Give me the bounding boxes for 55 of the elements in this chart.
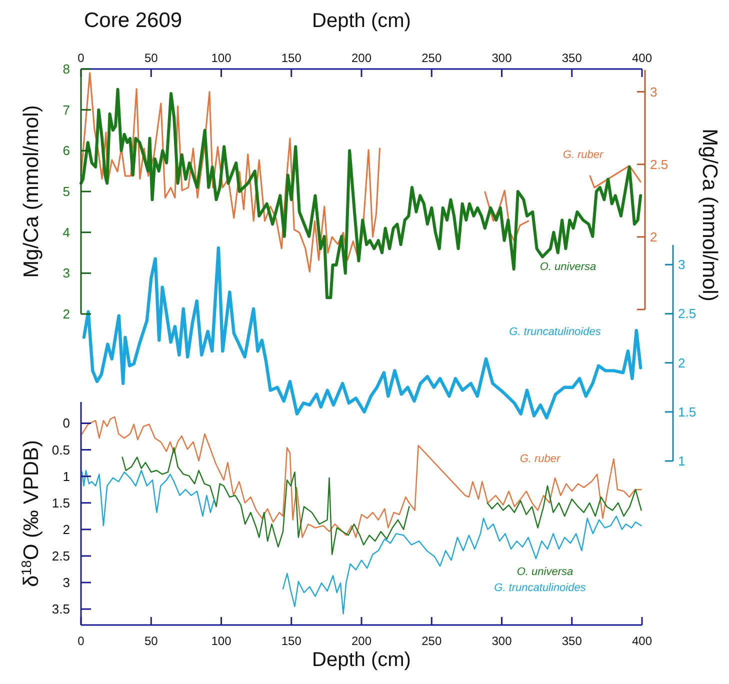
x-tick-label: 0 <box>78 634 85 648</box>
y-tick-label: 2 <box>62 522 70 537</box>
y-tick-label: 1 <box>62 468 70 484</box>
y3-tick-label: 2 <box>678 355 686 370</box>
x-tick-label: 300 <box>492 634 512 648</box>
y2-tick-label: 2 <box>650 229 658 244</box>
y-tick-label: 5 <box>62 184 70 199</box>
chart-title: Core 2609 <box>84 9 182 32</box>
text: G. truncatulinoides <box>494 582 586 594</box>
y2-tick-label: 3 <box>650 84 658 100</box>
x-tick-label: 250 <box>422 51 442 65</box>
x-tick-label: 0 <box>78 51 85 65</box>
x-tick-label: 400 <box>632 634 652 648</box>
y-tick-label: 2.5 <box>52 548 70 564</box>
text: G. truncatulinoides <box>509 326 602 338</box>
y2-tick-label: 2.5 <box>650 156 668 172</box>
x-tick-label: 100 <box>211 51 232 65</box>
x-tick-label: 300 <box>492 51 512 65</box>
y-tick-label: 2 <box>62 306 70 322</box>
series-label: G. ruber <box>562 149 605 161</box>
y-tick-label: 1.5 <box>52 495 70 510</box>
y-axis-title: Mg/Ca (mmol/mol) <box>20 105 43 278</box>
x-axis-title: Depth (cm) <box>312 649 411 671</box>
x-tick-label: 350 <box>562 51 582 65</box>
x-tick-label: 200 <box>351 634 372 648</box>
y3-tick-label: 1.5 <box>678 404 696 420</box>
y-tick-label: 0.5 <box>52 442 70 458</box>
line-series <box>82 416 642 538</box>
x-axis-title: Depth (cm) <box>312 10 411 32</box>
y2-axis-title: Mg/Ca (mmol/mol) <box>698 128 721 302</box>
y-tick-label: 7 <box>62 102 70 118</box>
x-tick-label: 100 <box>211 634 232 648</box>
y-tick-label: 4 <box>62 224 70 240</box>
series-label: O. universa <box>540 261 596 273</box>
x-tick-label: 400 <box>632 51 652 65</box>
text: O. universa <box>516 566 574 578</box>
y3-tick-label: 2.5 <box>678 306 696 322</box>
y-tick-label: 3 <box>62 575 70 590</box>
x-tick-label: 250 <box>422 634 442 648</box>
x-tick-label: 150 <box>281 634 302 648</box>
y-tick-label: 6 <box>62 143 70 158</box>
series-label: G. ruber <box>520 453 562 465</box>
x-tick-label: 50 <box>144 634 158 648</box>
y-tick-label: 0 <box>62 416 70 431</box>
x-tick-label: 50 <box>144 51 158 65</box>
y-tick-label: 8 <box>62 62 70 76</box>
x-tick-label: 150 <box>281 51 302 65</box>
x-tick-label: 200 <box>351 51 372 65</box>
y-tick-label: 3 <box>62 266 70 281</box>
line-series <box>80 88 642 300</box>
line-series <box>82 246 642 420</box>
y3-tick-label: 1 <box>678 454 686 468</box>
y-tick-label: 3.5 <box>52 602 70 617</box>
x-tick-label: 350 <box>562 634 582 648</box>
y3-tick-label: 3 <box>678 257 686 272</box>
